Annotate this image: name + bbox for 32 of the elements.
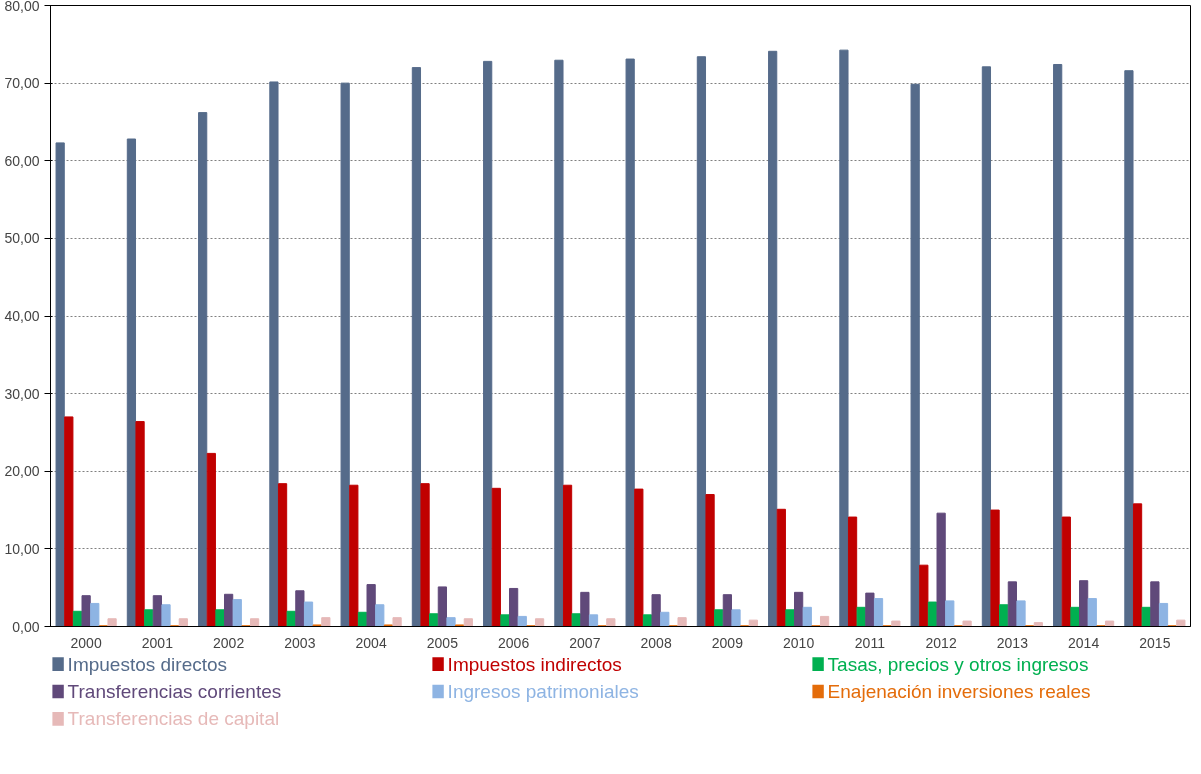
legend-label: Tasas, precios y otros ingresos	[827, 653, 1089, 675]
x-tick-label: 2003	[284, 634, 316, 651]
y-tick-label: 60,00	[4, 152, 40, 169]
y-tick-label: 0,00	[12, 618, 40, 635]
x-tick-label: 2008	[640, 634, 672, 651]
legend-label: Transferencias corrientes	[67, 681, 282, 702]
y-tick-label: 20,00	[4, 463, 40, 480]
y-tick-label: 30,00	[4, 385, 40, 402]
x-tick-label: 2005	[426, 634, 459, 651]
x-tick-label: 2006	[498, 634, 530, 651]
x-tick-label: 2000	[70, 634, 102, 651]
legend-label: Transferencias de capital	[67, 708, 280, 730]
x-tick-label: 2015	[1139, 634, 1171, 651]
y-tick-label: 50,00	[4, 230, 40, 247]
x-tick-label: 2002	[213, 634, 245, 651]
x-tick-label: 2009	[711, 634, 744, 651]
legend-label: Impuestos directos	[67, 653, 228, 675]
x-tick-label: 2010	[783, 634, 815, 651]
x-tick-label: 2004	[355, 634, 387, 651]
x-tick-label: 2013	[996, 634, 1029, 651]
x-tick-label: 2014	[1068, 634, 1100, 651]
y-tick-label: 70,00	[4, 75, 40, 92]
x-tick-label: 2001	[141, 634, 174, 651]
y-tick-label: 10,00	[4, 540, 40, 557]
legend-label: Ingresos patrimoniales	[447, 681, 639, 702]
x-tick-label: 2011	[854, 634, 886, 651]
legend-label: Impuestos indirectos	[447, 653, 622, 675]
y-tick-label: 40,00	[4, 308, 40, 324]
x-tick-label: 2012	[925, 634, 957, 651]
x-tick-label: 2007	[569, 634, 601, 651]
y-tick-label: 80,00	[4, 0, 40, 14]
legend-label: Enajenación inversiones reales	[827, 681, 1091, 702]
